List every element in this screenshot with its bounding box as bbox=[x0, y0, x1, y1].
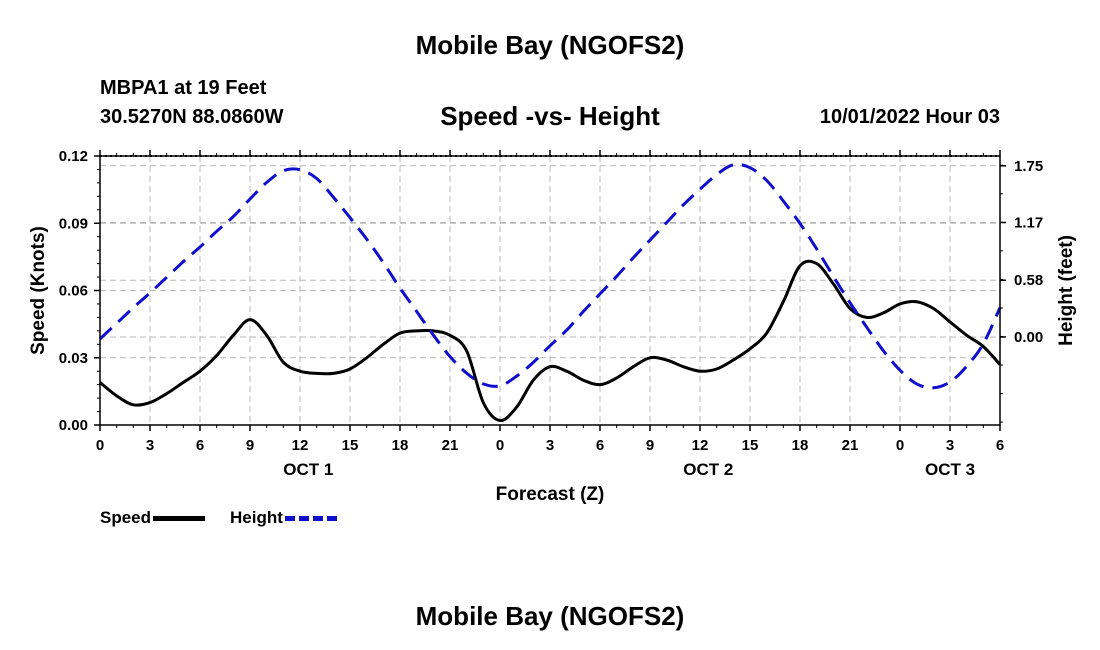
footer-title: Mobile Bay (NGOFS2) bbox=[415, 601, 685, 631]
x-tick-label: 18 bbox=[792, 437, 809, 454]
station-coords: 30.5270N 88.0860W bbox=[100, 106, 284, 128]
y-tick-label: 0.12 bbox=[59, 148, 88, 165]
legend-speed-label: Speed bbox=[100, 508, 152, 527]
date-label: OCT 1 bbox=[283, 460, 333, 479]
date-label: OCT 2 bbox=[683, 460, 733, 479]
y-tick-label: 0.09 bbox=[59, 215, 88, 232]
y2-tick-label: 1.75 bbox=[1014, 158, 1043, 175]
x-tick-label: 6 bbox=[996, 437, 1004, 454]
y-tick-label: 0.00 bbox=[59, 417, 88, 434]
chart-title: Speed -vs- Height bbox=[440, 101, 660, 131]
page-title: Mobile Bay (NGOFS2) bbox=[415, 30, 685, 60]
x-tick-label: 12 bbox=[692, 437, 709, 454]
x-tick-label: 9 bbox=[246, 437, 254, 454]
x-tick-label: 0 bbox=[496, 437, 504, 454]
y-tick-label: 0.06 bbox=[59, 283, 88, 300]
x-tick-label: 0 bbox=[96, 437, 104, 454]
legend-speed-swatch bbox=[153, 515, 206, 521]
x-tick-label: 6 bbox=[596, 437, 604, 454]
legend-height: Height bbox=[230, 508, 337, 528]
y-axis-title: Speed (Knots) bbox=[28, 226, 49, 355]
series-group bbox=[98, 162, 1002, 423]
y2-tick-label: 0.00 bbox=[1014, 329, 1043, 346]
legend-speed: Speed bbox=[100, 508, 206, 528]
x-tick-label: 9 bbox=[646, 437, 654, 454]
x-tick-label: 3 bbox=[546, 437, 554, 454]
station-label: MBPA1 at 19 Feet bbox=[100, 77, 267, 99]
date-label: OCT 3 bbox=[925, 460, 975, 479]
x-tick-label: 12 bbox=[292, 437, 309, 454]
x-axis-title: Forecast (Z) bbox=[496, 484, 605, 505]
forecast-datetime: 10/01/2022 Hour 03 bbox=[819, 106, 1000, 128]
x-tick-label: 21 bbox=[842, 437, 859, 454]
series-line-speed bbox=[99, 259, 1002, 423]
x-tick-label: 15 bbox=[742, 437, 759, 454]
x-tick-label: 21 bbox=[442, 437, 459, 454]
x-tick-label: 6 bbox=[196, 437, 204, 454]
x-tick-label: 0 bbox=[896, 437, 904, 454]
y2-tick-label: 1.17 bbox=[1014, 215, 1043, 232]
axes: 0 3 6 9 12 15 18 21 0 3 6 9 12 15 18 21 0 3 6 0.00 0.03 0.06 0… bbox=[28, 148, 1077, 505]
y2-tick-label: 0.58 bbox=[1014, 272, 1043, 289]
x-tick-label: 15 bbox=[342, 437, 359, 454]
grid bbox=[100, 156, 1000, 425]
x-tick-label: 3 bbox=[946, 437, 954, 454]
x-tick-label: 18 bbox=[392, 437, 409, 454]
x-tick-label: 3 bbox=[146, 437, 154, 454]
series-line-height bbox=[98, 162, 1002, 390]
y2-axis-title: Height (feet) bbox=[1056, 235, 1077, 346]
legend-height-swatch bbox=[284, 515, 337, 521]
legend-height-label: Height bbox=[230, 508, 283, 527]
y-tick-label: 0.03 bbox=[59, 350, 88, 367]
